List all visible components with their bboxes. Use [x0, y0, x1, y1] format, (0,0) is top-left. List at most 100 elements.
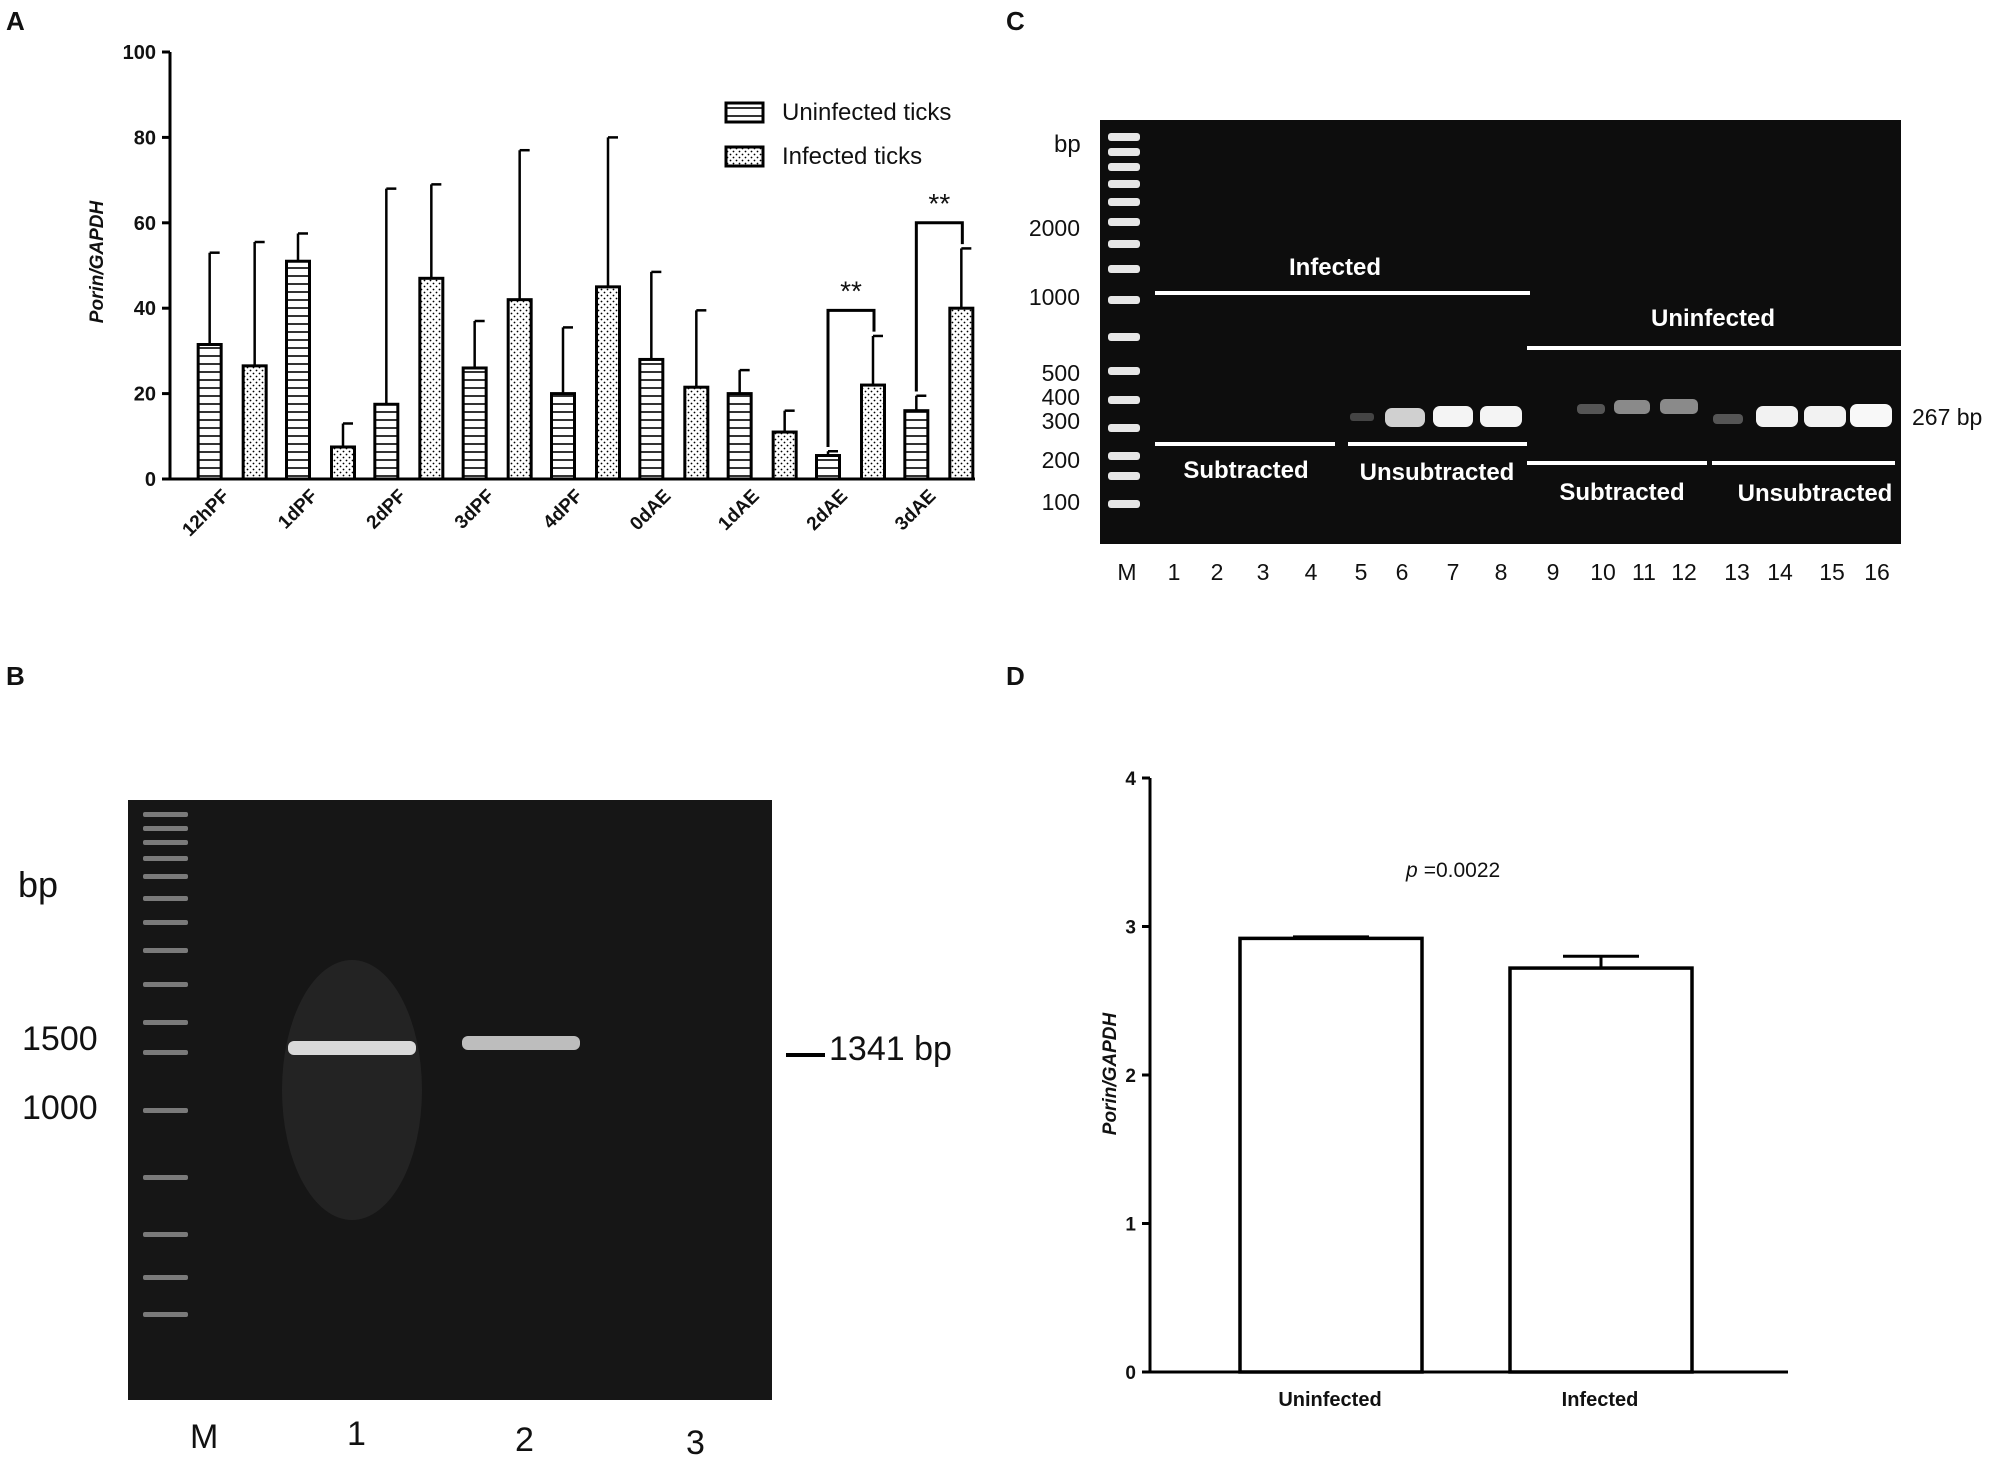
chart-a-x-label-0dae: 0dAE — [626, 486, 675, 535]
significance-label-2dae: ** — [840, 275, 862, 306]
gel-image-b: bp 1500 1000 1341 bp M 1 2 3 — [18, 800, 952, 1458]
gel-b-ladder-band — [143, 874, 188, 879]
gel-c-size-300: 300 — [1042, 408, 1080, 434]
chart-d-y-tick-label: 2 — [1125, 1066, 1136, 1087]
gel-c-band-8 — [1480, 406, 1522, 427]
gel-c-lane-4: 4 — [1305, 559, 1318, 585]
bar-uninfected-ticks-1dae — [726, 392, 753, 481]
gel-c-ladder-band — [1108, 452, 1140, 460]
bar-uninfected-ticks-3dae — [903, 409, 930, 481]
gel-c-ladder-band — [1108, 198, 1140, 206]
gel-c-lane-9: 9 — [1547, 559, 1560, 585]
gel-b-background — [128, 800, 772, 1400]
gel-b-lane-m: M — [190, 1418, 218, 1456]
gel-c-lane-16: 16 — [1864, 559, 1890, 585]
gel-b-ladder-band — [143, 948, 188, 953]
bar-uninfected-ticks-1dpf — [285, 259, 311, 481]
gel-c-ladder-band — [1108, 396, 1140, 404]
chart-a-x-label-3dpf: 3dPF — [451, 486, 499, 534]
gel-b-ladder-band — [143, 920, 188, 925]
gel-c-infected-label: Infected — [1289, 254, 1381, 281]
gel-c-band-5 — [1350, 413, 1374, 421]
gel-c-lane-7: 7 — [1447, 559, 1460, 585]
chart-d-x-labels: Uninfected Infected — [1278, 1389, 1638, 1411]
chart-a-y-tick-label: 100 — [123, 42, 156, 64]
chart-a-y-tick-label: 80 — [134, 127, 156, 149]
gel-c-ladder-band — [1108, 500, 1140, 508]
gel-c-ladder-band — [1108, 148, 1140, 156]
gel-c-lane-14: 14 — [1767, 559, 1793, 585]
gel-c-band-10 — [1577, 404, 1605, 414]
bar-uninfected-ticks-2dae — [815, 454, 841, 481]
gel-b-lane-1: 1 — [347, 1415, 366, 1453]
chart-d-y-tick-label: 1 — [1125, 1215, 1136, 1236]
gel-b-lane1-smear — [282, 960, 422, 1220]
bar-infected-ticks-2dae — [860, 383, 886, 481]
bar-infected-ticks-3dpf — [506, 298, 533, 481]
gel-c-lane-13: 13 — [1724, 559, 1750, 585]
gel-c-background — [1100, 120, 1901, 544]
bar-infected-ticks-12hpf — [241, 364, 268, 481]
bar-infected-ticks-3dae — [948, 306, 975, 481]
chart-a-x-labels: 12hPF 1dPF 2dPF 3dPF 4dPF 0dAE 1dAE 2dAE 3dAE — [179, 486, 941, 541]
chart-d-y-tick-label: 4 — [1125, 769, 1136, 790]
chart-a-x-label-1dae: 1dAE — [715, 486, 764, 535]
gel-c-ladder-band — [1108, 133, 1140, 141]
gel-c-size-400: 400 — [1042, 384, 1080, 410]
gel-b-lane-2: 2 — [515, 1421, 534, 1458]
significance-bracket-3dae — [914, 221, 964, 392]
gel-c-band-label: 267 bp — [1912, 404, 1982, 430]
chart-a-bars — [196, 136, 975, 481]
gel-c-band-15 — [1804, 406, 1846, 427]
gel-c-ladder-band — [1108, 472, 1140, 480]
gel-b-ladder-band — [143, 1020, 188, 1025]
bar-infected-ticks-1dpf — [330, 445, 356, 481]
panel-label-c: C — [1006, 6, 1025, 36]
gel-c-size-1000: 1000 — [1029, 284, 1080, 310]
chart-a-y-tick-label: 40 — [134, 298, 156, 320]
bar-infected — [1508, 966, 1694, 1374]
gel-c-ladder-band — [1108, 333, 1140, 341]
gel-c-ladder-band — [1108, 218, 1140, 226]
bar-infected-ticks-4dpf — [595, 285, 621, 481]
gel-c-lane-1: 1 — [1168, 559, 1181, 585]
chart-d-bars — [1238, 935, 1694, 1374]
gel-b-ladder-band — [143, 812, 188, 817]
gel-c-ladder-band — [1108, 424, 1140, 432]
gel-c-subtracted-label-1: Subtracted — [1183, 457, 1308, 484]
chart-a-y-tick-label: 0 — [145, 469, 156, 491]
chart-a-y-tick-label: 60 — [134, 213, 156, 235]
gel-b-ladder-1500: 1500 — [22, 1020, 98, 1058]
chart-d-y-tick-label: 3 — [1125, 918, 1136, 939]
gel-c-size-200: 200 — [1042, 447, 1080, 473]
gel-b-ladder-1000: 1000 — [22, 1089, 98, 1127]
gel-b-ladder-band — [143, 982, 188, 987]
p-value-annotation: p =0.0022 — [1405, 859, 1500, 882]
panel-label-d: D — [1006, 661, 1025, 691]
gel-c-size-2000: 2000 — [1029, 215, 1080, 241]
gel-c-unit-label: bp — [1054, 131, 1081, 158]
chart-d: 0 1 2 3 4 Uninfected Infected Porin/GAPDH p =0… — [1100, 769, 1788, 1411]
bar-uninfected — [1238, 936, 1424, 1374]
gel-c-lane-10: 10 — [1590, 559, 1616, 585]
legend-label-infected: Infected ticks — [782, 143, 922, 170]
gel-c-lane-3: 3 — [1257, 559, 1270, 585]
bar-uninfected-ticks-0dae — [638, 357, 665, 481]
gel-c-ladder-band — [1108, 296, 1140, 304]
chart-a-x-label-12hpf: 12hPF — [179, 486, 234, 541]
gel-b-ladder-band — [143, 896, 188, 901]
chart-a-significance: ** ** — [826, 188, 964, 447]
gel-b-ladder-band — [143, 856, 188, 861]
bar-infected-ticks-0dae — [683, 385, 710, 481]
gel-c-lane-11: 11 — [1632, 559, 1656, 585]
gel-b-ladder-band — [143, 1050, 188, 1055]
gel-c-lane-6: 6 — [1396, 559, 1409, 585]
gel-b-ladder-band — [143, 1232, 188, 1237]
chart-d-y-axis-label: Porin/GAPDH — [1100, 1011, 1121, 1135]
chart-a-legend: Uninfected ticks Infected ticks — [724, 99, 951, 170]
gel-b-band-label: 1341 bp — [829, 1030, 952, 1068]
gel-c-size-100: 100 — [1042, 489, 1080, 515]
chart-d-x-label-infected: Infected — [1562, 1389, 1639, 1411]
gel-b-ladder-band — [143, 1175, 188, 1180]
